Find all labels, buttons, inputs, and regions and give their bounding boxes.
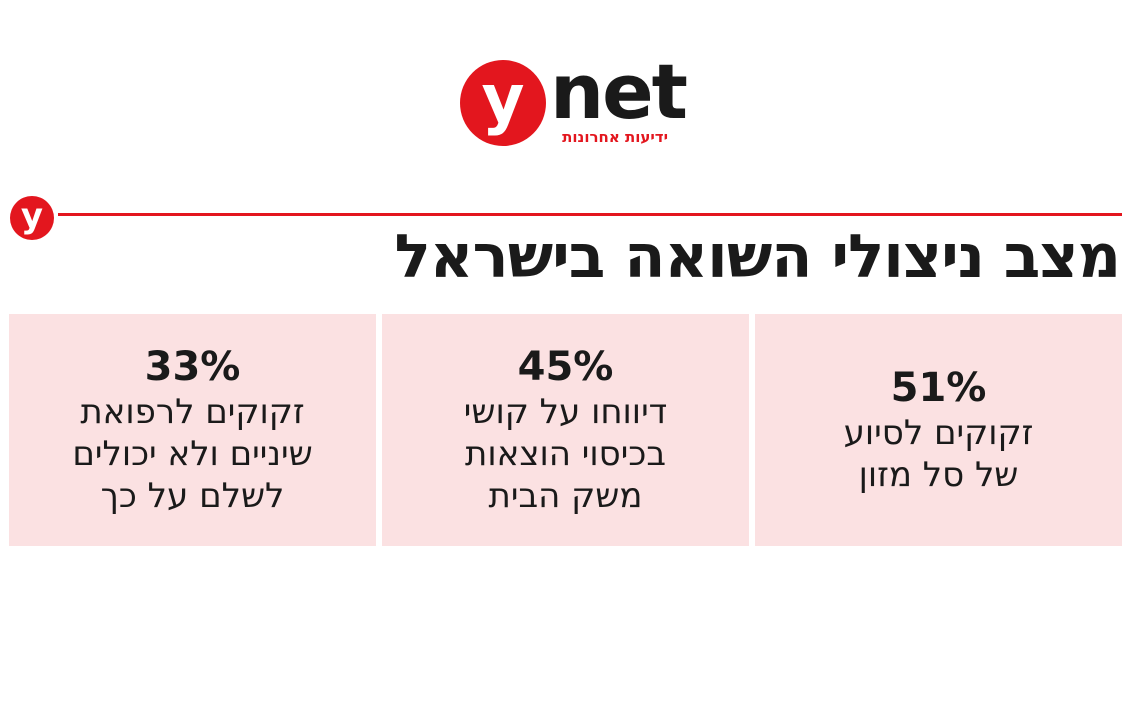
stat-label: דיווחו על קושי בכיסוי הוצאות משק הבית [463, 392, 668, 516]
logo-tagline: ידיעות אחרונות [562, 128, 668, 146]
stat-value: 51% [890, 365, 987, 411]
logo-badge: y [460, 60, 546, 146]
header-divider [58, 213, 1122, 216]
stat-value: 45% [517, 344, 614, 390]
stat-box-3: 33% זקוקים לרפואת שיניים ולא יכולים לשלם… [9, 314, 376, 546]
logo-wordmark: net [550, 47, 688, 136]
stat-value: 33% [144, 344, 241, 390]
stat-box-1: 51% זקוקים לסיוע של סל מזון [755, 314, 1122, 546]
stat-label: זקוקים לסיוע של סל מזון [843, 413, 1034, 495]
ynet-logo: y net ידיעות אחרונות [460, 50, 688, 152]
stat-label: זקוקים לרפואת שיניים ולא יכולים לשלם על … [72, 392, 313, 516]
y-badge-icon: y [10, 196, 54, 240]
stat-box-2: 45% דיווחו על קושי בכיסוי הוצאות משק הבי… [382, 314, 749, 546]
page-title: מצב ניצולי השואה בישראל [394, 222, 1121, 292]
stats-boxes: 51% זקוקים לסיוע של סל מזון 45% דיווחו ע… [8, 314, 1122, 546]
